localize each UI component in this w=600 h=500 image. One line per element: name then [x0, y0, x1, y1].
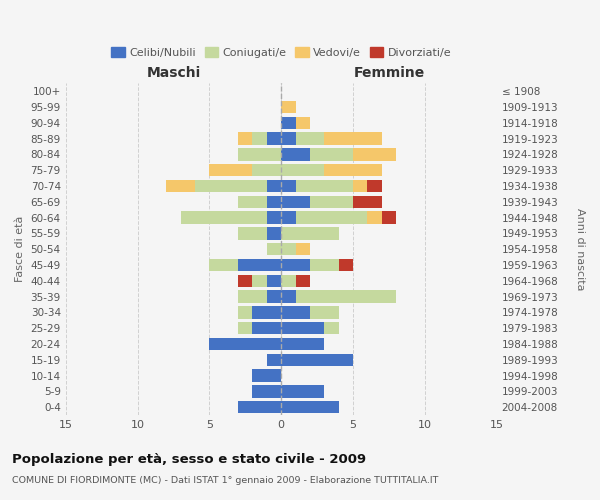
- Bar: [238, 148, 281, 160]
- Bar: [238, 228, 267, 239]
- Bar: [296, 132, 325, 145]
- Bar: [166, 180, 195, 192]
- Bar: [296, 212, 367, 224]
- Text: Popolazione per età, sesso e stato civile - 2009: Popolazione per età, sesso e stato civil…: [12, 452, 366, 466]
- Bar: [281, 386, 325, 398]
- Bar: [238, 259, 281, 271]
- Bar: [253, 164, 281, 176]
- Bar: [281, 338, 325, 350]
- Bar: [281, 243, 296, 256]
- Text: Maschi: Maschi: [146, 66, 200, 80]
- Bar: [353, 196, 382, 208]
- Bar: [353, 180, 367, 192]
- Bar: [267, 212, 281, 224]
- Bar: [281, 354, 353, 366]
- Bar: [382, 212, 396, 224]
- Bar: [267, 274, 281, 287]
- Bar: [195, 180, 267, 192]
- Bar: [310, 259, 338, 271]
- Bar: [238, 132, 253, 145]
- Bar: [281, 196, 310, 208]
- Bar: [267, 180, 281, 192]
- Bar: [367, 180, 382, 192]
- Bar: [267, 132, 281, 145]
- Bar: [310, 196, 353, 208]
- Bar: [238, 401, 281, 413]
- Bar: [296, 274, 310, 287]
- Bar: [267, 228, 281, 239]
- Bar: [209, 164, 253, 176]
- Bar: [281, 101, 296, 113]
- Bar: [325, 322, 338, 334]
- Bar: [238, 196, 267, 208]
- Y-axis label: Fasce di età: Fasce di età: [15, 216, 25, 282]
- Bar: [238, 290, 267, 303]
- Bar: [267, 290, 281, 303]
- Bar: [281, 290, 296, 303]
- Text: COMUNE DI FIORDIMONTE (MC) - Dati ISTAT 1° gennaio 2009 - Elaborazione TUTTITALI: COMUNE DI FIORDIMONTE (MC) - Dati ISTAT …: [12, 476, 439, 485]
- Bar: [281, 116, 296, 129]
- Bar: [281, 164, 325, 176]
- Bar: [296, 116, 310, 129]
- Bar: [253, 132, 267, 145]
- Bar: [181, 212, 267, 224]
- Bar: [281, 180, 296, 192]
- Bar: [296, 243, 310, 256]
- Bar: [310, 148, 353, 160]
- Bar: [338, 259, 353, 271]
- Legend: Celibi/Nubili, Coniugati/e, Vedovi/e, Divorziati/e: Celibi/Nubili, Coniugati/e, Vedovi/e, Di…: [107, 42, 455, 62]
- Bar: [281, 228, 338, 239]
- Text: Femmine: Femmine: [353, 66, 425, 80]
- Bar: [281, 274, 296, 287]
- Bar: [238, 322, 253, 334]
- Bar: [253, 322, 281, 334]
- Y-axis label: Anni di nascita: Anni di nascita: [575, 208, 585, 290]
- Bar: [296, 180, 353, 192]
- Bar: [281, 148, 310, 160]
- Bar: [325, 132, 382, 145]
- Bar: [325, 164, 382, 176]
- Bar: [209, 259, 238, 271]
- Bar: [209, 338, 281, 350]
- Bar: [281, 212, 296, 224]
- Bar: [267, 196, 281, 208]
- Bar: [267, 354, 281, 366]
- Bar: [281, 401, 338, 413]
- Bar: [253, 306, 281, 318]
- Bar: [253, 386, 281, 398]
- Bar: [281, 306, 310, 318]
- Bar: [367, 212, 382, 224]
- Bar: [253, 370, 281, 382]
- Bar: [238, 306, 253, 318]
- Bar: [238, 274, 253, 287]
- Bar: [310, 306, 338, 318]
- Bar: [353, 148, 396, 160]
- Bar: [267, 243, 281, 256]
- Bar: [281, 322, 325, 334]
- Bar: [281, 132, 296, 145]
- Bar: [281, 259, 310, 271]
- Bar: [253, 274, 267, 287]
- Bar: [296, 290, 396, 303]
